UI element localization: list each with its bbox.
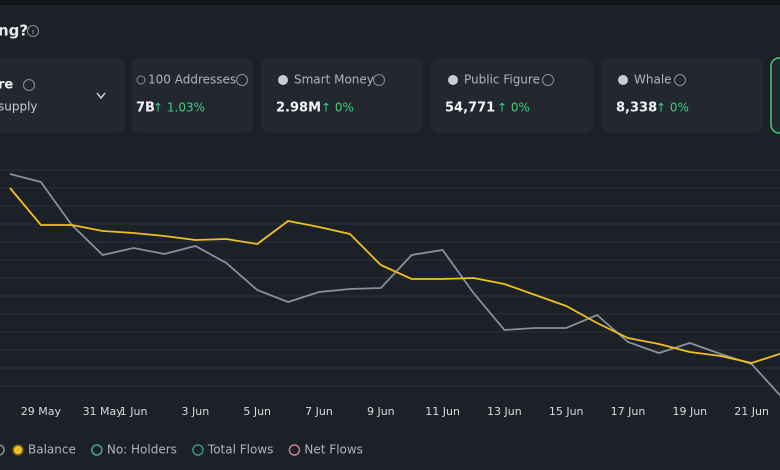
card-value: 7B [136, 101, 155, 116]
legend-label[interactable]: No: Holders [107, 443, 177, 457]
card-title: Smart Money [294, 73, 374, 87]
info-icon [373, 74, 385, 86]
info-icon [542, 74, 554, 86]
card-change: ↑ 0% [497, 101, 530, 115]
card-icon [136, 75, 146, 85]
card-icon [448, 75, 458, 85]
card-value: 8,338 [616, 101, 657, 116]
card-change: ↑ 1.03% [153, 101, 205, 115]
x-tick-label: 15 Jun [549, 405, 584, 418]
card-selected[interactable] [770, 57, 780, 134]
card[interactable] [132, 58, 253, 133]
card[interactable] [261, 58, 423, 133]
x-tick-label: 21 Jun [734, 405, 769, 418]
info-icon [236, 74, 248, 86]
card-icon [618, 75, 628, 85]
card-title: 100 Addresses [148, 73, 236, 87]
x-tick-label: 17 Jun [611, 405, 646, 418]
top-bar [0, 0, 780, 5]
x-tick-label: 31 May [83, 405, 124, 418]
x-tick-label: 9 Jun [367, 405, 395, 418]
chevron[interactable] [96, 92, 106, 100]
card-title: Public Figure [464, 73, 540, 87]
legend-marker[interactable] [192, 444, 204, 456]
x-tick-label: 29 May [21, 405, 62, 418]
card-icon [278, 75, 288, 85]
x-tick-label: 19 Jun [672, 405, 707, 418]
card-change: ↑ 0% [656, 101, 689, 115]
card-value: 2.98M [276, 101, 321, 116]
card-title: re [0, 78, 13, 93]
card[interactable] [431, 58, 593, 133]
x-tick-label: 5 Jun [243, 405, 271, 418]
info-icon [674, 74, 686, 86]
legend-marker [0, 444, 5, 456]
legend-label[interactable]: Total Flows [207, 443, 273, 457]
legend-marker[interactable] [12, 444, 24, 456]
x-tick-label: 1 Jun [120, 405, 148, 418]
x-tick-label: 11 Jun [425, 405, 460, 418]
legend-label[interactable]: Balance [28, 443, 76, 457]
card[interactable] [601, 58, 763, 133]
legend-marker[interactable] [91, 444, 103, 456]
line-series [9, 187, 780, 364]
info-icon[interactable] [27, 25, 39, 37]
legend-marker[interactable] [288, 444, 301, 456]
card[interactable] [0, 58, 125, 133]
card-subtitle: supply [0, 100, 38, 114]
card-change: ↑ 0% [321, 101, 354, 115]
card-value: 54,771 [445, 101, 495, 116]
page-title: ng? [0, 22, 28, 40]
x-tick-label: 7 Jun [305, 405, 333, 418]
info-icon [23, 79, 35, 91]
grid [0, 169, 780, 387]
x-tick-label: 13 Jun [487, 405, 522, 418]
legend-label[interactable]: Net Flows [304, 443, 363, 457]
line-series [9, 173, 780, 397]
x-tick-label: 3 Jun [182, 405, 210, 418]
card-title: Whale [634, 73, 672, 87]
